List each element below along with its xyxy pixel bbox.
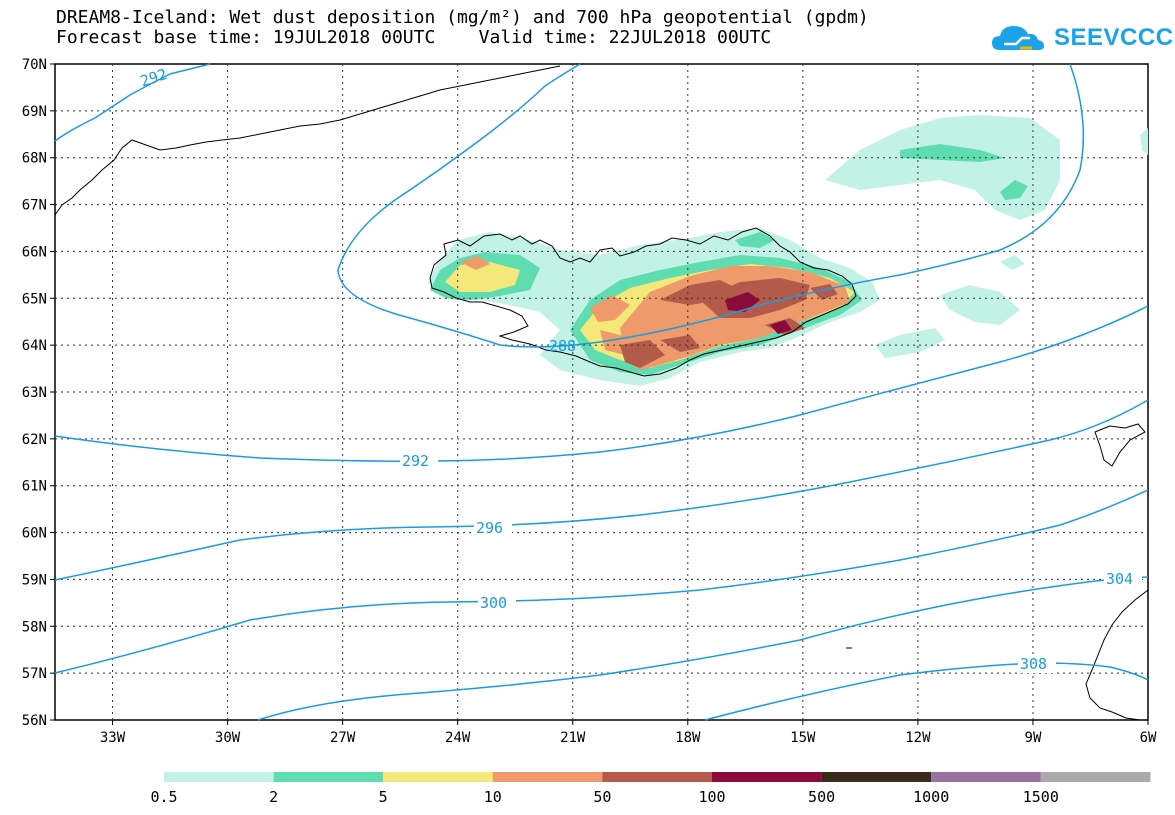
map-title: DREAM8-Iceland: Wet dust deposition (mg/… <box>56 7 869 28</box>
legend-swatch <box>821 772 932 782</box>
coastlines <box>54 65 1149 721</box>
legend-label: 50 <box>593 788 611 806</box>
longitude-label: 30W <box>215 730 241 746</box>
legend-swatch <box>383 772 493 782</box>
contour-label: 296 <box>476 519 503 537</box>
longitude-label: 9W <box>1025 730 1042 746</box>
legend-label: 5 <box>379 788 388 806</box>
contour-label: 292 <box>402 452 429 470</box>
longitude-label: 12W <box>905 730 931 746</box>
color-legend: 0.5 2 5 10 50 100 500 1000 1500 <box>150 772 1151 806</box>
latitude-label: 66N <box>22 244 47 260</box>
geopotential-contours <box>54 63 1149 721</box>
latitude-label: 57N <box>22 666 47 682</box>
latitude-label: 56N <box>22 713 47 729</box>
longitude-label: 27W <box>330 730 356 746</box>
longitude-label: 18W <box>675 730 701 746</box>
latitude-label: 59N <box>22 572 47 588</box>
contour-label: 288 <box>549 337 576 355</box>
legend-label: 10 <box>484 788 502 806</box>
legend-label: 100 <box>698 788 725 806</box>
latitude-label: 69N <box>22 104 47 120</box>
longitude-label: 33W <box>100 730 126 746</box>
legend-label: 2 <box>269 788 278 806</box>
map-subtitle: Forecast base time: 19JUL2018 00UTC Vali… <box>56 27 772 48</box>
cloud-icon <box>992 26 1044 50</box>
contour-label: 304 <box>1106 570 1133 588</box>
longitude-label: 24W <box>445 730 471 746</box>
legend-swatch <box>492 772 603 782</box>
latitude-label: 65N <box>22 291 47 307</box>
latitude-label: 61N <box>22 479 47 495</box>
legend-swatch <box>273 772 384 782</box>
contour-labels: 292 288 292 296 300 304 308 <box>138 65 1142 673</box>
latitude-label: 63N <box>22 385 47 401</box>
longitude-label: 21W <box>560 730 586 746</box>
legend-label: 500 <box>808 788 835 806</box>
legend-label: 1000 <box>913 788 949 806</box>
latitude-labels: 70N 69N 68N 67N 66N 65N 64N 63N 62N 61N 60N 59N 58N 5… <box>22 57 47 729</box>
longitude-label: 6W <box>1140 730 1157 746</box>
contour-label: 300 <box>480 594 507 612</box>
latitude-label: 62N <box>22 432 47 448</box>
legend-swatch <box>712 772 822 782</box>
latitude-label: 64N <box>22 338 47 354</box>
axis-ticks <box>50 63 1149 725</box>
legend-label: 0.5 <box>150 788 177 806</box>
legend-label: 1500 <box>1023 788 1059 806</box>
legend-swatch <box>1040 772 1151 782</box>
longitude-label: 15W <box>790 730 816 746</box>
contour-label: 308 <box>1020 655 1047 673</box>
logo-text: SEEVCCC <box>1054 24 1174 51</box>
legend-swatch <box>602 772 712 782</box>
latitude-label: 67N <box>22 198 47 214</box>
map-grid <box>55 64 1148 720</box>
longitude-labels: 33W 30W 27W 24W 21W 18W 15W 12W 9W 6W <box>100 730 1157 746</box>
latitude-label: 68N <box>22 151 47 167</box>
legend-swatch <box>931 772 1041 782</box>
legend-swatch <box>164 772 274 782</box>
latitude-label: 60N <box>22 526 47 542</box>
latitude-label: 58N <box>22 619 47 635</box>
latitude-label: 70N <box>22 57 47 73</box>
